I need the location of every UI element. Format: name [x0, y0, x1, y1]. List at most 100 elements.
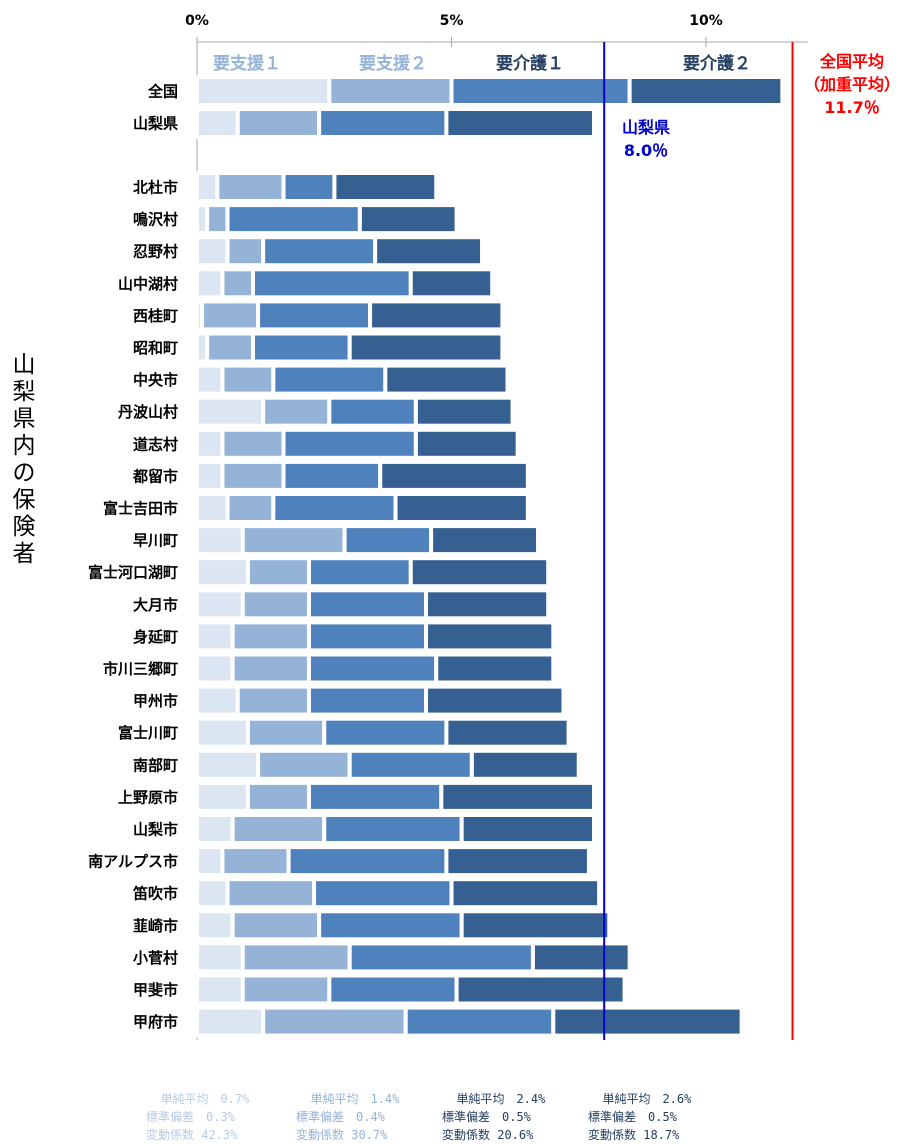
- category-label: 山梨県: [133, 115, 178, 133]
- y-axis-title-char: 保: [12, 487, 36, 513]
- bar-segment: [383, 363, 510, 396]
- stats-block-youshien1: 単純平均 0.7% 標準偏差 0.3% 変動係数 42.3%: [146, 1072, 249, 1144]
- bar-segment: [250, 267, 413, 300]
- bar-segment: [368, 299, 505, 332]
- bar-segment: [195, 524, 245, 557]
- bar-segment: [225, 235, 266, 268]
- bar-segment: [195, 909, 235, 942]
- stats-line: 標準偏差 0.3%: [146, 1110, 235, 1124]
- category-label: 富士川町: [118, 724, 178, 742]
- bar-segment: [342, 524, 434, 557]
- bar-segment: [312, 877, 454, 910]
- bar-segment: [459, 909, 612, 942]
- category-label: 鳴沢村: [133, 211, 178, 229]
- bar-segment: [306, 620, 429, 653]
- category-label: 市川三郷町: [103, 660, 178, 678]
- bar-segment: [327, 395, 418, 428]
- bar-segment: [220, 845, 291, 878]
- category-label: 富士河口湖町: [88, 564, 178, 582]
- legend-label: 要支援２: [359, 53, 427, 74]
- bar-segment: [347, 331, 505, 364]
- category-label: 韮崎市: [133, 917, 178, 935]
- category-label: 全国: [147, 83, 178, 101]
- x-tick-label: 5%: [440, 13, 464, 29]
- bar-segment: [195, 427, 225, 460]
- bar-segment: [195, 877, 230, 910]
- bar-segment: [327, 75, 454, 107]
- bar-segment: [235, 107, 322, 139]
- y-axis-title-char: 県: [12, 406, 36, 432]
- bar-segment: [306, 684, 429, 717]
- y-axis-title-char: 者: [12, 541, 36, 567]
- bar-segment: [393, 492, 530, 524]
- bar-segment: [424, 588, 551, 621]
- bar-segment: [195, 941, 245, 974]
- bar-segment: [225, 492, 276, 524]
- bar-segment: [306, 588, 429, 621]
- national-average-label: 全国平均: [819, 52, 884, 71]
- category-label: 身延町: [133, 628, 178, 646]
- bar-segment: [245, 556, 311, 589]
- bar-segment: [332, 171, 439, 203]
- legend-label: 要介護２: [683, 53, 751, 74]
- bar-segment: [271, 492, 398, 524]
- bar-segment: [454, 973, 627, 1006]
- bar-segment: [347, 748, 474, 781]
- bar-segment: [469, 748, 581, 781]
- bar-segment: [195, 652, 235, 685]
- bar-segment: [444, 716, 571, 749]
- bar-segment: [408, 556, 551, 589]
- bar-segment: [195, 171, 220, 203]
- stats-line: 変動係数 42.3%: [146, 1128, 238, 1142]
- bar-segment: [195, 588, 245, 621]
- bar-segment: [195, 748, 261, 781]
- bar-segment: [327, 973, 459, 1006]
- bar-segment: [347, 941, 535, 974]
- bar-segment: [306, 652, 439, 685]
- bar-segment: [551, 1005, 744, 1038]
- bar-segment: [250, 331, 352, 364]
- bar-segment: [240, 524, 347, 557]
- category-label: 忍野村: [133, 243, 178, 261]
- stats-line: 標準偏差 0.5%: [588, 1110, 677, 1124]
- national-average-label: （加重平均）: [804, 75, 900, 94]
- category-label: 都留市: [132, 467, 178, 485]
- stats-block-youkaigo2: 単純平均 2.6% 標準偏差 0.5% 変動係数 18.7%: [588, 1072, 691, 1144]
- category-label: 西桂町: [133, 307, 178, 325]
- stats-block-youshien2: 単純平均 1.4% 標準偏差 0.4% 変動係数 30.7%: [296, 1072, 399, 1144]
- category-label: 早川町: [133, 532, 178, 550]
- bar-segment: [230, 620, 311, 653]
- bar-segment: [230, 652, 311, 685]
- category-label: 上野原市: [118, 788, 178, 806]
- y-axis-title-char: の: [12, 460, 36, 486]
- bar-segment: [200, 299, 261, 332]
- category-label: 南アルプス市: [88, 853, 178, 871]
- legend-label: 要介護１: [496, 53, 564, 74]
- bar-segment: [322, 813, 464, 845]
- prefecture-average-label: 山梨県: [622, 118, 670, 137]
- stats-line: 単純平均 1.4%: [310, 1092, 400, 1106]
- bar-segment: [215, 171, 286, 203]
- bar-segment: [195, 684, 240, 717]
- bar-segment: [281, 171, 337, 203]
- category-label: 山中湖村: [118, 275, 178, 293]
- category-label: 富士吉田市: [103, 500, 178, 518]
- bar-segment: [449, 75, 632, 107]
- bar-segment: [271, 363, 388, 396]
- bar-segment: [195, 235, 230, 268]
- bar-segment: [225, 203, 362, 236]
- stats-line: 変動係数 30.7%: [296, 1128, 388, 1142]
- prefecture-average-label: 8.0％: [624, 141, 668, 160]
- category-label: 甲州市: [133, 692, 178, 710]
- bar-segment: [195, 459, 225, 492]
- bar-segment: [240, 973, 332, 1006]
- bar-segment: [459, 813, 597, 845]
- bar-segment: [424, 684, 566, 717]
- bar-segment: [220, 363, 276, 396]
- bar-segment: [322, 716, 449, 749]
- bar-segment: [439, 780, 597, 813]
- legend-label: 要支援１: [213, 53, 281, 74]
- y-axis-title-char: 山: [12, 352, 36, 378]
- bar-segment: [378, 459, 530, 492]
- stats-line: 標準偏差 0.4%: [296, 1110, 385, 1124]
